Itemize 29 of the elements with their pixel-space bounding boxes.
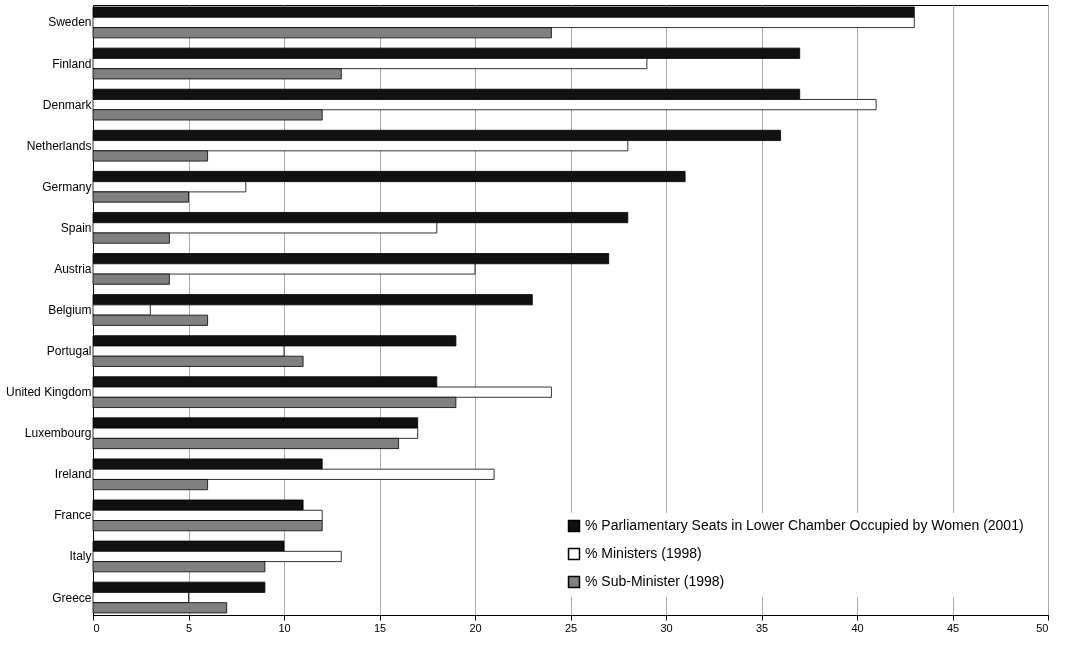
y-tick-label: Finland <box>52 56 92 71</box>
y-tick-label: France <box>54 508 92 523</box>
x-tick-label: 25 <box>564 621 578 634</box>
y-tick-label: Sweden <box>48 15 92 30</box>
y-tick-label: Spain <box>60 220 92 235</box>
x-tick-label: 15 <box>373 621 387 634</box>
x-tick-label: 45 <box>946 621 960 634</box>
x-tick-label: 35 <box>755 621 769 634</box>
y-tick-label: Belgium <box>48 303 92 317</box>
y-tick-label: Denmark <box>42 97 93 112</box>
legend-label: % Sub-Minister (1998) <box>585 573 725 589</box>
legend-label: % Ministers (1998) <box>585 545 702 561</box>
x-tick-label: 10 <box>278 621 291 634</box>
x-tick-label: 40 <box>851 621 864 634</box>
y-tick-label: Netherlands <box>26 138 92 153</box>
y-tick-label: Ireland <box>54 467 92 482</box>
y-tick-label: Austria <box>54 261 92 276</box>
legend-label: % Parliamentary Seats in Lower Chamber Occupied by Women (2001) <box>585 517 1024 533</box>
x-tick-label: 0 <box>93 621 100 634</box>
y-tick-label: Italy <box>69 549 92 564</box>
y-tick-label: Germany <box>42 179 92 194</box>
x-tick-label: 30 <box>660 621 673 634</box>
y-tick-label: Portugal <box>46 344 92 359</box>
y-tick-label: United Kingdom <box>6 385 92 400</box>
x-tick-label: 5 <box>185 621 193 634</box>
y-tick-label: Luxembourg <box>24 426 92 441</box>
y-tick-label: Greece <box>52 590 92 605</box>
x-tick-label: 50 <box>1036 621 1049 634</box>
x-tick-label: 20 <box>469 621 482 634</box>
